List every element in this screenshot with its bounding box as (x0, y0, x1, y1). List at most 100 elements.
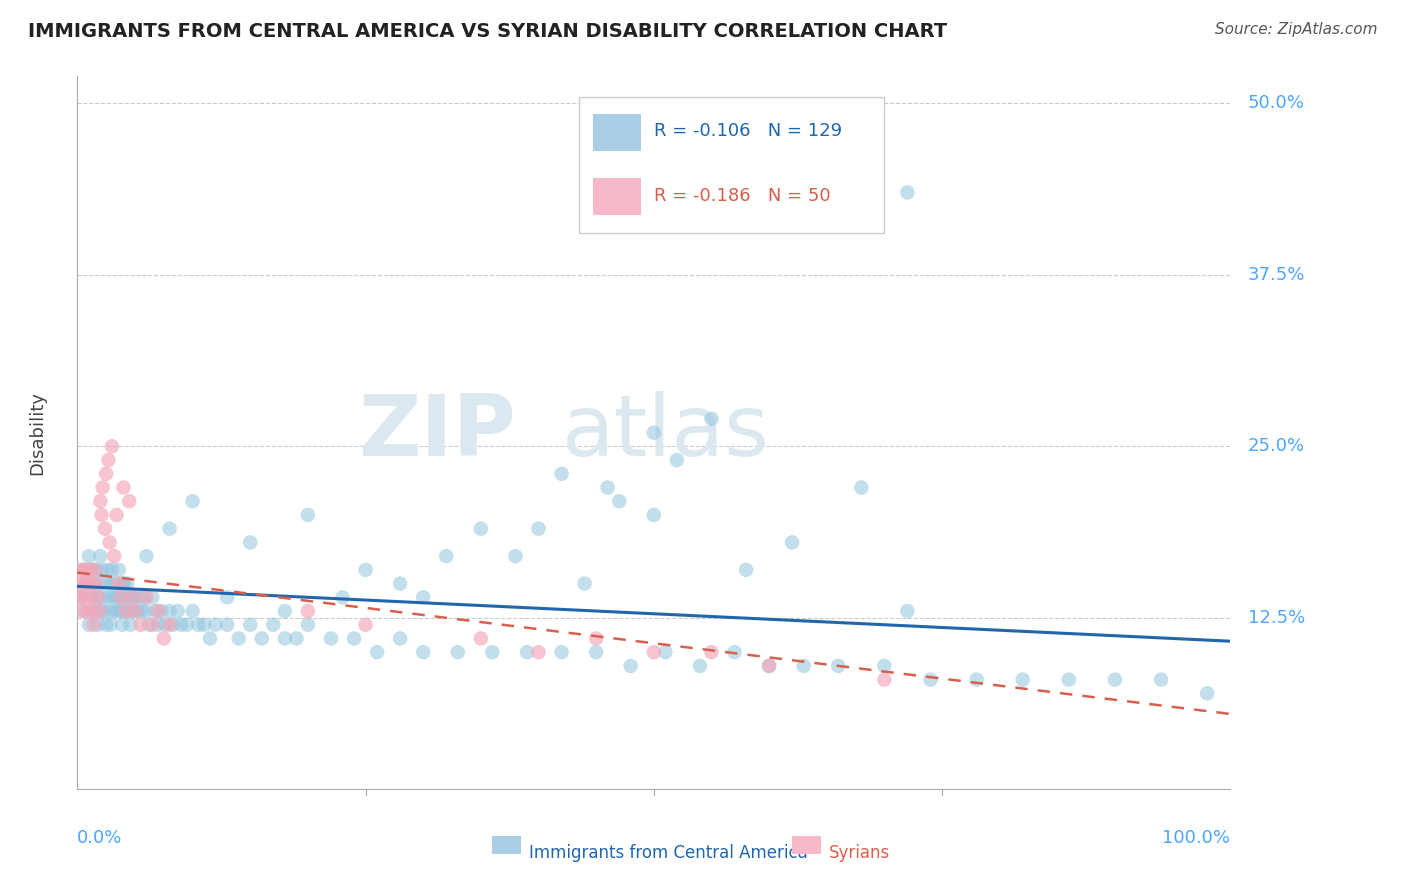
Point (1057, 673, 1080, 687)
Point (101, 439, 124, 453)
Point (643, 425, 665, 440)
Point (103, 549, 125, 563)
Point (505, 549, 527, 563)
Point (77, 549, 100, 563)
Point (98, 535, 121, 549)
Point (117, 591, 139, 605)
Point (527, 522, 550, 536)
Point (84, 576, 107, 591)
Point (187, 617, 209, 632)
Point (98, 604, 121, 618)
Point (70, 604, 93, 618)
Point (87, 591, 110, 605)
Point (181, 604, 204, 618)
Point (131, 604, 153, 618)
Point (72, 563, 94, 577)
Point (217, 591, 239, 605)
Point (723, 645, 745, 659)
Point (121, 604, 143, 618)
Point (104, 576, 127, 591)
Point (108, 591, 131, 605)
Point (470, 522, 492, 536)
Bar (593, 113, 641, 151)
Point (354, 563, 377, 577)
Point (82, 591, 104, 605)
Point (89, 576, 111, 591)
Point (90, 508, 112, 522)
Point (135, 604, 157, 618)
Point (135, 591, 157, 605)
Point (89, 549, 111, 563)
Point (89, 604, 111, 618)
Point (83, 604, 105, 618)
Point (94, 522, 117, 536)
Point (90, 563, 112, 577)
Point (585, 632, 607, 646)
Point (83, 563, 105, 577)
Point (124, 591, 146, 605)
Point (700, 645, 723, 659)
Point (79, 591, 101, 605)
Point (170, 617, 193, 632)
Point (239, 535, 262, 549)
Point (389, 632, 412, 646)
Point (83, 576, 105, 591)
Point (250, 632, 273, 646)
FancyBboxPatch shape (579, 97, 884, 233)
Point (643, 508, 665, 522)
Point (76, 576, 98, 591)
Point (77, 563, 100, 577)
Text: R = -0.106   N = 129: R = -0.106 N = 129 (654, 122, 842, 140)
Point (145, 604, 167, 618)
Point (654, 645, 676, 659)
Point (181, 494, 204, 508)
Point (966, 673, 988, 687)
Text: 37.5%: 37.5% (1247, 266, 1305, 284)
Point (91, 481, 114, 495)
Point (159, 604, 181, 618)
Point (873, 673, 896, 687)
Point (758, 659, 780, 673)
Point (105, 508, 128, 522)
Point (193, 617, 215, 632)
Point (76, 576, 98, 591)
Point (141, 591, 163, 605)
Point (111, 617, 134, 632)
Point (851, 481, 873, 495)
Point (121, 591, 143, 605)
Point (80, 563, 103, 577)
Point (574, 576, 596, 591)
Point (93, 604, 115, 618)
Point (159, 617, 181, 632)
Point (129, 617, 152, 632)
Point (127, 604, 149, 618)
Point (1011, 673, 1033, 687)
Point (146, 604, 169, 618)
Point (112, 576, 135, 591)
Point (366, 645, 388, 659)
Point (77, 617, 100, 632)
Point (585, 645, 607, 659)
Point (108, 576, 131, 591)
Point (176, 617, 198, 632)
Point (162, 617, 184, 632)
Point (793, 659, 815, 673)
Point (115, 576, 138, 591)
Point (516, 645, 538, 659)
Text: Source: ZipAtlas.com: Source: ZipAtlas.com (1215, 22, 1378, 37)
Point (447, 645, 470, 659)
Point (128, 591, 150, 605)
Point (89, 494, 111, 508)
Point (920, 673, 942, 687)
Point (228, 632, 250, 646)
Point (138, 617, 160, 632)
Point (97, 453, 120, 467)
Point (110, 604, 132, 618)
Point (101, 563, 124, 577)
Point (689, 659, 711, 673)
Text: IMMIGRANTS FROM CENTRAL AMERICA VS SYRIAN DISABILITY CORRELATION CHART: IMMIGRANTS FROM CENTRAL AMERICA VS SYRIA… (28, 22, 948, 41)
Text: 50.0%: 50.0% (1247, 95, 1305, 112)
Text: ZIP: ZIP (357, 391, 516, 475)
Point (596, 481, 619, 495)
Point (69, 591, 91, 605)
